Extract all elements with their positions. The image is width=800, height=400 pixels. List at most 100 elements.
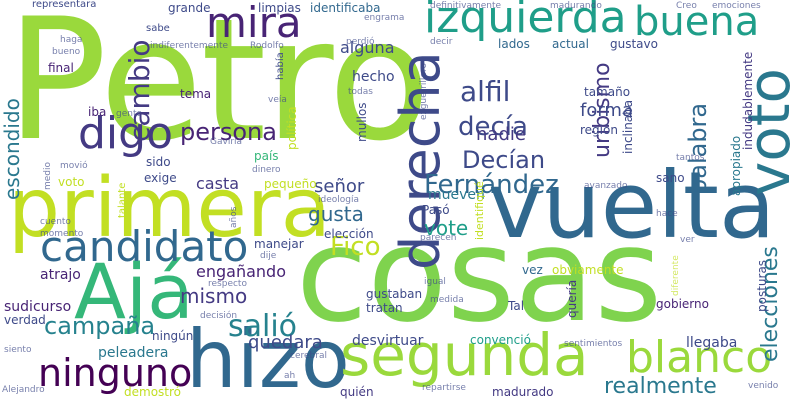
word-identifique: identifiqué [473,181,486,240]
word-demostro: demostró [124,385,181,399]
word-realmente: realmente [604,374,717,399]
word-mullos: mullos [355,102,369,142]
word-gaviria: Gaviria [210,137,243,147]
word-alguna: alguna [340,38,395,57]
word-fico: Fico [330,232,381,262]
word-avanzado: avanzado [584,181,628,191]
word-gente: gente [116,109,143,119]
word-parecen: parecen [420,233,457,243]
word-emociones: emociones [712,1,761,11]
word-lados: lados [498,37,530,51]
word-rodolfo: Rodolfo [250,41,284,51]
word-fernandez: Fernández [424,170,559,200]
word-gustaban: gustaban [366,287,423,301]
word-cambio: cambio [123,39,156,142]
word-sano: sano [656,171,685,185]
word-gobierno: gobierno [656,297,709,311]
word-exige: exige [144,171,177,185]
word-medio: medio [43,161,53,190]
word-alfil: alfil [460,75,511,108]
word-aja: Ajá [74,247,194,336]
word-paso: Pasó [422,203,450,217]
word-voto: voto [58,175,85,189]
word-posturas: posturas [755,259,769,312]
word-obviamente: obviamente [552,263,624,277]
word-buena: buena [634,0,760,45]
word-senor: señor [314,176,365,197]
word-campana: campaña [44,312,156,340]
word-anos: años [229,206,239,228]
word-mira: mira [206,0,302,47]
word-cuento: cuento [40,217,71,227]
word-repartirse: repartirse [422,383,466,393]
word-dije: dije [260,251,277,261]
word-segunda: segunda [340,321,589,389]
word-desvirtuar: desvirtuar [352,333,424,349]
word-politica: política [285,106,299,150]
word-iba: iba [88,105,107,119]
word-habia: había [275,52,286,80]
word-identificaba: identificaba [310,1,381,15]
word-candidato: candidato [40,222,249,271]
word-gustavo: gustavo [610,37,658,51]
word-tantos: tantos [676,153,705,163]
word-limpias: limpias [258,1,301,15]
word-venido: venido [748,381,779,391]
word-hace: hace [656,209,678,219]
word-inclinaba: inclinaba [621,99,635,154]
word-respecto: respecto [208,279,247,289]
word-pequeno: pequeño [264,177,317,191]
word-eleccion: elección [324,227,374,241]
word-queria: quería [565,279,579,318]
word-ninguno: ninguno [38,351,193,395]
word-palabra: palabra [684,102,712,194]
word-indudablemente: indudablemente [741,51,755,150]
word-manejar: manejar [254,237,304,251]
word-cerebral: cerebral [290,351,327,361]
word-sentimientos: sentimientos [564,339,623,349]
word-decision: decisión [200,311,238,321]
word-llegaba: llegaba [686,335,738,351]
word-todas: todas [348,87,373,97]
word-ningun: ningún [152,329,194,343]
word-decian: Decían [462,146,546,174]
word-creo: Creo [676,1,697,11]
word-medida: medida [430,295,464,305]
word-region: región [580,123,618,137]
word-casta: casta [196,174,240,193]
word-ah: ah [284,371,296,381]
word-escondido: escondido [0,98,24,200]
word-tratan: tratan [366,301,403,315]
word-bueno: bueno [52,47,81,57]
word-blanco: blanco [626,332,773,383]
word-grande: grande [168,1,211,15]
word-haga: haga [60,35,83,45]
word-peleadera: peleadera [98,345,169,361]
word-diferente: diferente [671,255,681,296]
word-hizo: hizo [186,313,350,400]
word-sabe: sabe [146,23,170,34]
word-siento: siento [4,345,32,355]
word-petro: Petro [6,0,431,178]
word-izquierda: izquierda [424,0,627,43]
word-sudicurso: sudicurso [4,299,72,315]
word-engrama: engrama [364,13,405,23]
word-exguerrillero: exguerrillero [419,63,429,120]
word-representara: representara [32,0,97,10]
word-madurando: madurando [550,1,602,11]
word-mueven: mueven [428,187,485,203]
word-perdio: perdió [346,37,375,47]
word-talante: talante [117,182,128,218]
word-primera: primera [8,161,331,256]
word-cosas: cosas [296,199,663,351]
word-engananado: engañando [196,262,286,281]
word-quedara: quedara [248,332,323,353]
word-atrajo: atrajo [40,267,81,283]
word-decia: decía [458,112,528,142]
word-indiferentemente: indiferentemente [150,41,229,51]
word-alejandro: Alejandro [2,385,45,395]
word-nadie: nadie [476,124,526,145]
word-madurado: madurado [492,385,554,399]
word-vuelta: vuelta [488,152,776,259]
word-gusta: gusta [308,202,364,226]
